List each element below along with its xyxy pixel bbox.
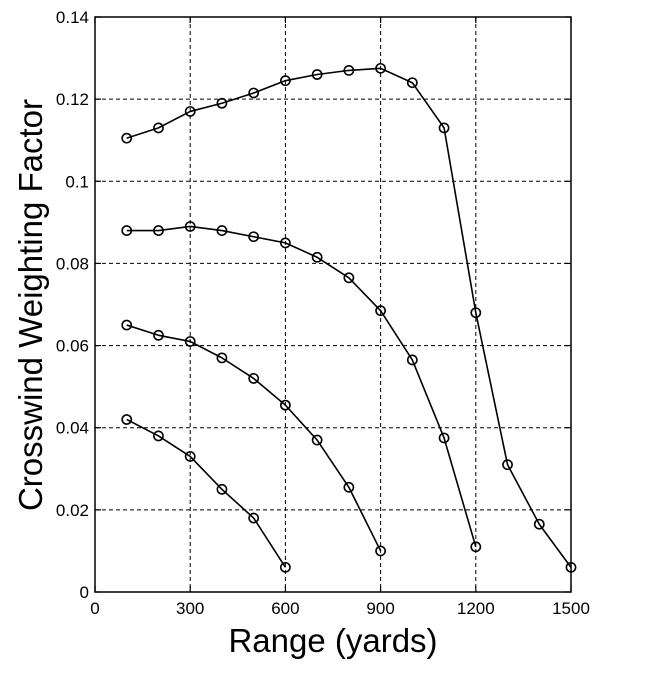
y-tick-label: 0.02 [56,501,89,520]
y-tick-label: 0.08 [56,254,89,273]
x-tick-label: 900 [366,599,394,618]
series-2 [121,319,386,557]
data-point [343,64,355,76]
data-point [216,352,228,364]
data-point [311,69,323,80]
data-point [153,430,164,442]
x-tick-label: 1200 [457,599,495,618]
series-group [121,62,577,573]
data-point [375,545,386,557]
series-line [126,418,287,568]
series-1 [121,414,291,573]
data-point [565,561,577,573]
data-point [375,62,386,74]
data-point [216,97,228,109]
data-point [216,483,228,495]
data-point [406,77,418,89]
data-point [184,106,196,117]
data-point [279,399,291,411]
data-point [438,432,450,444]
y-tick-label: 0.1 [65,172,89,191]
x-tick-label: 300 [176,599,204,618]
data-point [470,541,482,553]
y-tick-label: 0 [80,583,89,602]
data-point [279,237,291,249]
data-point [311,434,323,446]
data-point [438,122,450,134]
data-point [343,481,355,493]
data-point [311,251,323,263]
y-tick-label: 0.06 [56,337,89,356]
axis-ticks: 0 300 600 900 1200 1500 0 0.02 0.04 0.06 0.08 0.1 0.… [56,8,590,618]
data-point [470,307,482,319]
data-point [406,354,418,366]
data-point [248,373,260,384]
data-point [184,336,196,347]
data-point [121,414,133,425]
data-point [184,451,196,462]
data-point [153,225,164,236]
grid [95,17,571,592]
data-point [121,319,133,331]
data-point [279,561,291,573]
y-axis-title: Crosswind Weighting Factor [12,99,49,511]
series-line [126,67,572,568]
y-tick-label: 0.12 [56,90,89,109]
data-point [153,329,164,341]
x-tick-label: 0 [90,599,99,618]
data-point [502,459,513,471]
data-point [153,122,164,134]
data-point [184,221,196,232]
series-line [126,225,477,548]
data-point [248,512,260,524]
series-4 [121,62,577,573]
data-point [279,75,291,87]
data-point [375,305,386,317]
series-3 [121,221,482,553]
series-line [126,324,382,552]
data-point [216,225,228,236]
x-tick-label: 1500 [552,599,590,618]
y-tick-label: 0.14 [56,8,89,27]
data-point [343,272,355,284]
data-point [121,225,133,236]
data-point [533,518,545,530]
data-point [248,231,260,243]
data-point [121,132,133,144]
data-point [248,87,260,99]
x-tick-label: 600 [271,599,299,618]
x-axis-title: Range (yards) [228,622,437,659]
plot-frame [94,16,572,593]
y-tick-label: 0.04 [56,419,89,438]
